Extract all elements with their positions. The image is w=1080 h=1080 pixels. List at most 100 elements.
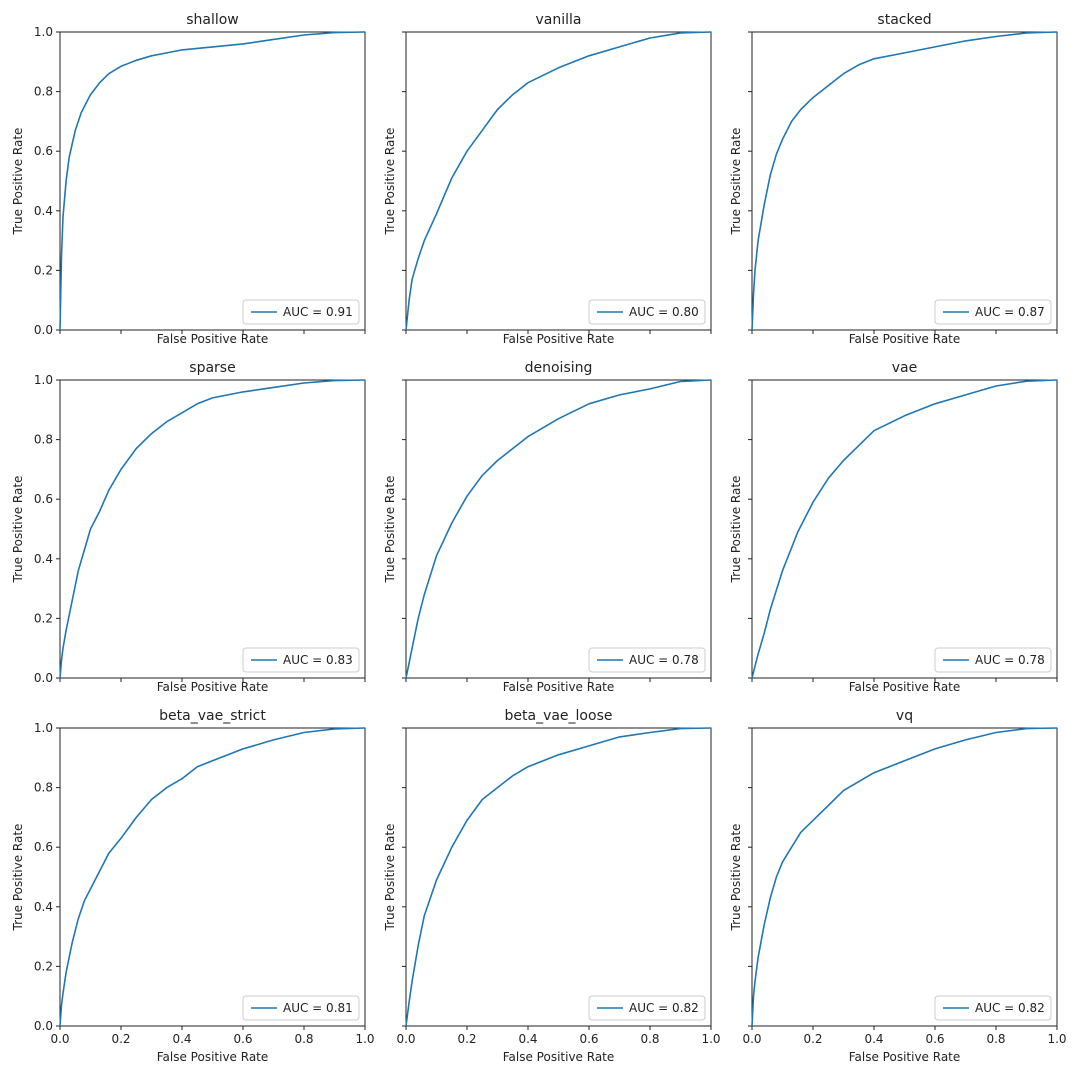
subplot-title: denoising [525, 360, 593, 376]
y-axis-label: True Positive Rate [383, 824, 397, 932]
y-tick-label: 0.8 [34, 85, 53, 99]
x-tick-label: 0.0 [50, 1032, 69, 1046]
axes-frame [59, 727, 366, 1027]
legend: AUC = 0.83 [242, 647, 360, 673]
legend: AUC = 0.78 [934, 647, 1052, 673]
y-tick-label: 1.0 [34, 25, 53, 39]
x-tick-label: 0.4 [518, 1032, 537, 1046]
legend-box [934, 299, 1052, 325]
x-tick-label: 0.0 [396, 1032, 415, 1046]
legend-label: AUC = 0.78 [975, 653, 1045, 667]
y-tick-label: 1.0 [34, 373, 53, 387]
y-tick-label: 0.2 [34, 959, 53, 973]
x-tick-label: 0.0 [742, 1032, 761, 1046]
subplot-title: vanilla [536, 12, 582, 28]
roc-series-line [405, 727, 712, 1027]
x-tick-label: 0.2 [111, 1032, 130, 1046]
legend-box [588, 299, 706, 325]
y-tick-label: 0.6 [34, 144, 53, 158]
y-tick-label: 0.2 [34, 263, 53, 277]
legend-label: AUC = 0.80 [629, 305, 699, 319]
legend-box [242, 647, 360, 673]
y-axis-label: True Positive Rate [11, 128, 25, 236]
x-axis-label: False Positive Rate [157, 1050, 269, 1064]
subplot-title: beta_vae_loose [505, 708, 613, 724]
legend-box [588, 995, 706, 1021]
axes-frame [59, 379, 366, 679]
subplot-title: stacked [877, 12, 931, 28]
subplot-title: beta_vae_strict [159, 708, 266, 724]
x-axis-label: False Positive Rate [503, 332, 615, 346]
roc-series-line [751, 379, 1058, 679]
y-tick-label: 0.4 [34, 204, 53, 218]
legend-box [934, 995, 1052, 1021]
roc-series-line [59, 727, 366, 1027]
y-tick-label: 0.4 [34, 552, 53, 566]
x-tick-label: 0.6 [579, 1032, 598, 1046]
x-tick-label: 1.0 [1047, 1032, 1066, 1046]
x-tick-label: 1.0 [355, 1032, 374, 1046]
legend-label: AUC = 0.82 [975, 1001, 1045, 1015]
y-tick-label: 1.0 [34, 721, 53, 735]
roc-series-line [405, 379, 712, 679]
axes-frame [405, 727, 712, 1027]
subplot-beta-vae-strict: beta_vae_strict 0.00.0 0.2 0.2 0.4 0.4 0.6 0.6 0… [11, 708, 375, 1064]
subplot-vq: vq 0.0 0.2 0.4 0.6 0.8 1.0 False Positive Rate T… [729, 708, 1067, 1064]
x-tick-label: 0.6 [233, 1032, 252, 1046]
y-tick-label: 0.4 [34, 900, 53, 914]
y-tick-label: 0.2 [34, 611, 53, 625]
y-tick-label: 0.8 [34, 433, 53, 447]
subplot-title: sparse [189, 360, 235, 376]
y-axis-label: True Positive Rate [11, 824, 25, 932]
y-tick-label: 0.0 [34, 323, 53, 337]
subplot-title: vae [892, 360, 917, 376]
x-axis-label: False Positive Rate [503, 1050, 615, 1064]
x-axis-label: False Positive Rate [849, 332, 961, 346]
x-tick-label: 0.8 [986, 1032, 1005, 1046]
x-tick-label: 1.0 [701, 1032, 720, 1046]
legend: AUC = 0.87 [934, 299, 1052, 325]
x-tick-label: 0.4 [172, 1032, 191, 1046]
x-axis-label: False Positive Rate [849, 1050, 961, 1064]
legend: AUC = 0.80 [588, 299, 706, 325]
axes-frame [405, 379, 712, 679]
x-tick-label: 0.8 [294, 1032, 313, 1046]
subplot-vae: vae False Positive Rate True Positive Rate… [729, 360, 1058, 694]
roc-series-line [751, 727, 1058, 1027]
subplot-stacked: stacked False Positive Rate True Positive … [729, 12, 1058, 346]
x-tick-label: 0.6 [925, 1032, 944, 1046]
x-axis-label: False Positive Rate [157, 332, 269, 346]
y-tick-label: 0.6 [34, 492, 53, 506]
subplot-title: shallow [186, 12, 239, 28]
x-tick-label: 0.4 [864, 1032, 883, 1046]
legend: AUC = 0.91 [242, 299, 360, 325]
x-tick-label: 0.8 [640, 1032, 659, 1046]
legend-box [934, 647, 1052, 673]
axes-frame [405, 31, 712, 331]
roc-series-line [751, 31, 1058, 331]
y-tick-label: 0.6 [34, 840, 53, 854]
axes-frame [59, 31, 366, 331]
subplot-sparse: sparse 0.0 0.2 0.4 0.6 0.8 1.0 False Positive R… [11, 360, 366, 694]
legend-label: AUC = 0.82 [629, 1001, 699, 1015]
legend-label: AUC = 0.78 [629, 653, 699, 667]
y-axis-label: True Positive Rate [11, 476, 25, 584]
roc-series-line [405, 31, 712, 331]
axes-frame [751, 379, 1058, 679]
legend: AUC = 0.78 [588, 647, 706, 673]
y-axis-label: True Positive Rate [729, 128, 743, 236]
legend: AUC = 0.82 [934, 995, 1052, 1021]
y-tick-label: 0.0 [34, 671, 53, 685]
legend: AUC = 0.82 [588, 995, 706, 1021]
axes-frame [751, 727, 1058, 1027]
legend-label: AUC = 0.81 [283, 1001, 353, 1015]
x-tick-label: 0.2 [457, 1032, 476, 1046]
subplot-shallow: shallow 0.0 0.2 0.4 0.6 0.8 1.0 False Positive … [11, 12, 366, 346]
roc-series-line [59, 31, 366, 331]
x-axis-label: False Positive Rate [503, 680, 615, 694]
legend: AUC = 0.81 [242, 995, 360, 1021]
y-axis-label: True Positive Rate [383, 476, 397, 584]
roc-series-line [59, 379, 366, 679]
subplot-vanilla: vanilla False Positive Rate True Positive … [383, 12, 712, 346]
